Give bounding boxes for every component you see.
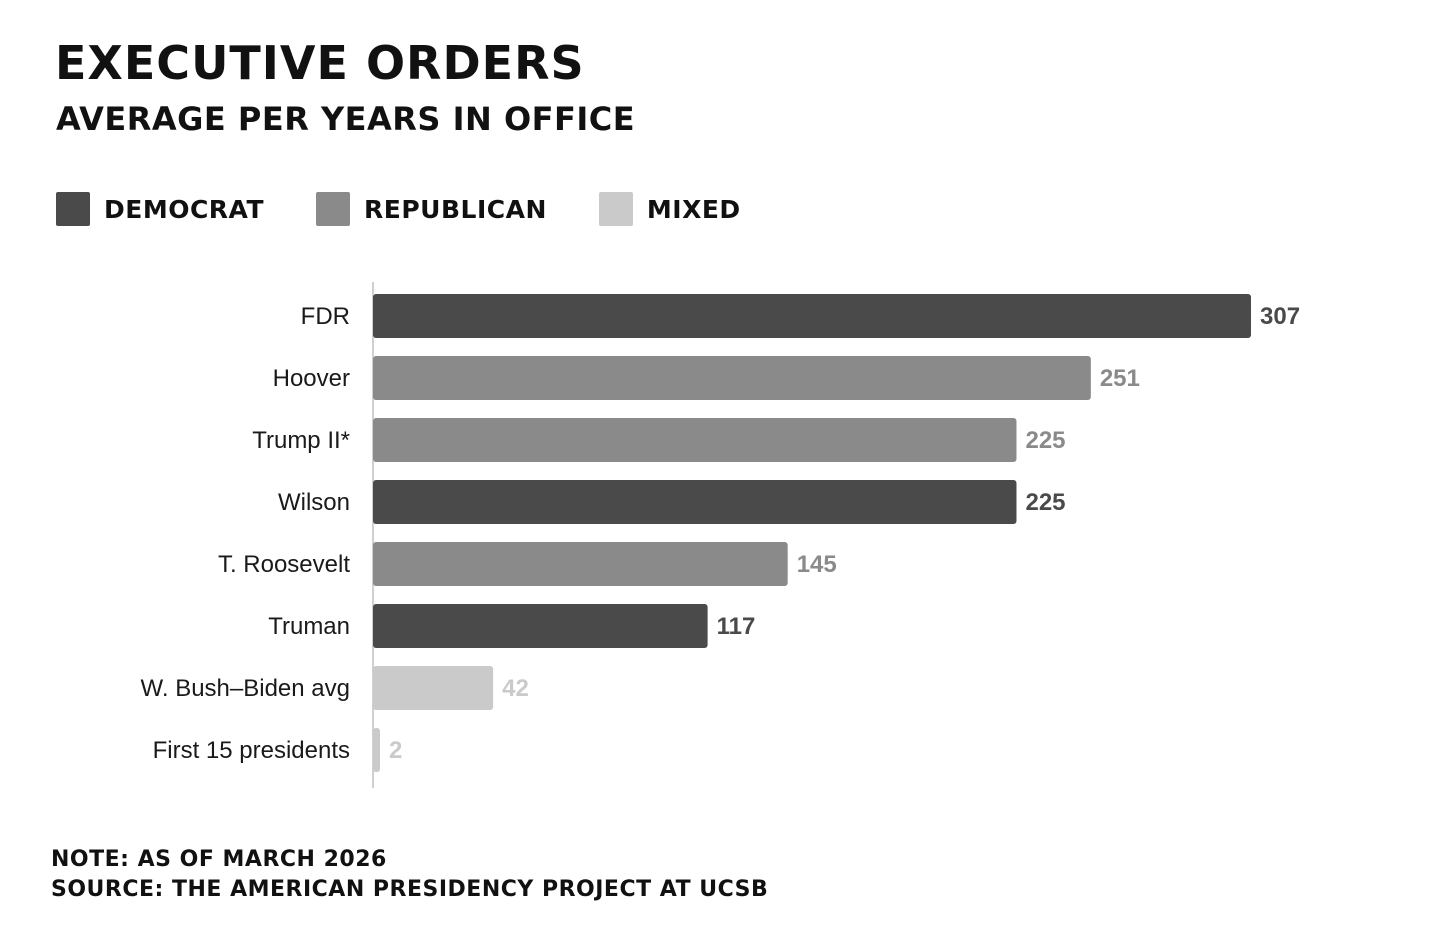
legend-item-republican: REPUBLICAN — [316, 192, 547, 226]
legend-swatch-republican — [316, 192, 351, 226]
bar-first-15-presidents — [373, 728, 380, 772]
value-label-t-roosevelt: 145 — [797, 551, 837, 578]
bar-t-roosevelt — [373, 542, 788, 586]
value-label-truman: 117 — [717, 613, 756, 640]
value-label-hoover: 251 — [1100, 365, 1140, 392]
legend-item-democrat: DEMOCRAT — [56, 192, 264, 226]
value-label-wilson: 225 — [1025, 489, 1065, 516]
category-label-fdr: FDR — [301, 303, 350, 330]
category-label-wilson: Wilson — [278, 489, 350, 516]
bar-fdr — [373, 294, 1251, 338]
value-label-w-bush-biden-avg: 42 — [502, 675, 529, 702]
legend-swatch-democrat — [56, 192, 90, 226]
bar-truman — [373, 604, 708, 648]
category-label-t-roosevelt: T. Roosevelt — [218, 551, 350, 578]
legend-label-democrat: DEMOCRAT — [104, 194, 265, 224]
chart-title: EXECUTIVE ORDERS — [55, 36, 585, 90]
chart-subtitle: AVERAGE PER YEARS IN OFFICE — [56, 100, 636, 138]
legend-label-mixed: MIXED — [646, 194, 741, 224]
category-label-trump-ii: Trump II* — [252, 427, 350, 454]
category-label-truman: Truman — [268, 613, 350, 640]
category-label-w-bush-biden-avg: W. Bush–Biden avg — [141, 675, 350, 702]
legend: DEMOCRAT REPUBLICAN MIXED — [56, 192, 793, 226]
footnote-source: SOURCE: THE AMERICAN PRESIDENCY PROJECT … — [51, 877, 769, 902]
bar-hoover — [373, 356, 1091, 400]
legend-label-republican: REPUBLICAN — [364, 194, 547, 224]
value-label-trump-ii: 225 — [1025, 427, 1065, 454]
bar-trump-ii — [373, 418, 1017, 462]
footnote: NOTE: AS OF MARCH 2026 SOURCE: THE AMERI… — [51, 845, 768, 905]
category-label-first-15-presidents: First 15 presidents — [153, 737, 350, 764]
legend-item-mixed: MIXED — [598, 192, 741, 226]
legend-swatch-mixed — [598, 192, 633, 226]
bar-w-bush-biden-avg — [373, 666, 494, 710]
bar-wilson — [373, 480, 1017, 524]
value-label-first-15-presidents: 2 — [389, 737, 402, 764]
footnote-note: NOTE: AS OF MARCH 2026 — [51, 847, 387, 872]
value-label-fdr: 307 — [1260, 303, 1300, 330]
category-label-hoover: Hoover — [273, 365, 350, 392]
